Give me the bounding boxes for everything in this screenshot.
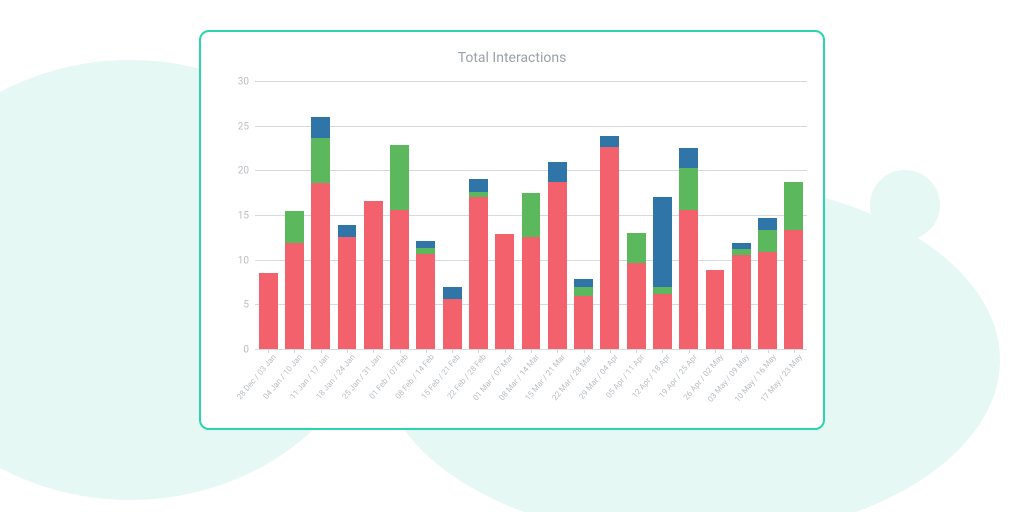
bar-segment-red [784, 230, 803, 350]
bg-blob [870, 170, 940, 240]
x-tick [768, 350, 769, 353]
x-tick [373, 350, 374, 353]
chart-card: Total Interactions 051015202530 28 Dec /… [199, 30, 825, 430]
chart-title: Total Interactions [201, 50, 823, 66]
bar-segment-red [653, 294, 672, 350]
bar-segment-green [758, 230, 777, 251]
y-axis-label: 30 [238, 77, 255, 88]
y-axis-label: 15 [238, 211, 255, 222]
bar-segment-red [600, 147, 619, 350]
bar-segment-red [522, 237, 541, 350]
x-tick [321, 350, 322, 353]
bar-segment-green [390, 145, 409, 210]
y-axis-label: 0 [243, 345, 255, 356]
bar-segment-green [522, 193, 541, 238]
x-tick [557, 350, 558, 353]
bar-segment-blue [653, 197, 672, 287]
bar-segment-green [469, 192, 488, 197]
bar-segment-red [627, 263, 646, 350]
x-tick [268, 350, 269, 353]
bar-segment-red [706, 270, 725, 350]
bar-segment-green [311, 138, 330, 183]
bar-segment-blue [732, 243, 751, 249]
bar-segment-red [390, 210, 409, 350]
bar-segment-green [679, 168, 698, 210]
x-tick [426, 350, 427, 353]
bar-segment-green [784, 182, 803, 230]
bar-segment-green [732, 249, 751, 255]
x-tick [452, 350, 453, 353]
y-axis-label: 5 [243, 300, 255, 311]
bar-segment-blue [679, 148, 698, 168]
bar-segment-red [679, 210, 698, 350]
y-axis-label: 20 [238, 166, 255, 177]
bar-segment-red [338, 237, 357, 350]
bar-segment-red [758, 252, 777, 350]
bar-segment-red [469, 197, 488, 350]
x-tick [531, 350, 532, 353]
x-tick [400, 350, 401, 353]
bar-segment-red [548, 182, 567, 350]
bar-segment-blue [574, 279, 593, 288]
x-tick [347, 350, 348, 353]
chart-plot-area: 051015202530 28 Dec / 03 Jan04 Jan / 10 … [255, 82, 807, 350]
bar-segment-red [285, 243, 304, 350]
bar-segment-blue [443, 287, 462, 299]
bar-segment-green [653, 287, 672, 293]
bar-segment-blue [758, 218, 777, 231]
bar-segment-red [495, 234, 514, 350]
bar-segment-green [574, 287, 593, 296]
bar-segment-green [627, 233, 646, 263]
bar-segment-green [285, 211, 304, 243]
x-tick [794, 350, 795, 353]
bar-segment-blue [469, 179, 488, 192]
x-tick [741, 350, 742, 353]
bar-segment-blue [548, 162, 567, 182]
bar-segment-red [416, 254, 435, 350]
bar-segment-red [574, 296, 593, 350]
x-tick [584, 350, 585, 353]
bar-segment-blue [311, 117, 330, 138]
x-tick [689, 350, 690, 353]
chart-bars [255, 82, 807, 350]
y-axis-label: 25 [238, 121, 255, 132]
bar-segment-red [311, 183, 330, 350]
bar-segment-red [443, 299, 462, 350]
x-tick [636, 350, 637, 353]
bar-segment-green [416, 248, 435, 254]
bar-segment-red [259, 273, 278, 350]
stage: Total Interactions 051015202530 28 Dec /… [0, 0, 1024, 512]
bar-segment-red [732, 255, 751, 350]
x-tick [715, 350, 716, 353]
bar-segment-blue [338, 225, 357, 237]
bar-segment-red [364, 201, 383, 350]
y-axis-label: 10 [238, 255, 255, 266]
bar-segment-blue [416, 241, 435, 248]
x-tick [505, 350, 506, 353]
bar-segment-blue [600, 136, 619, 148]
x-tick [610, 350, 611, 353]
